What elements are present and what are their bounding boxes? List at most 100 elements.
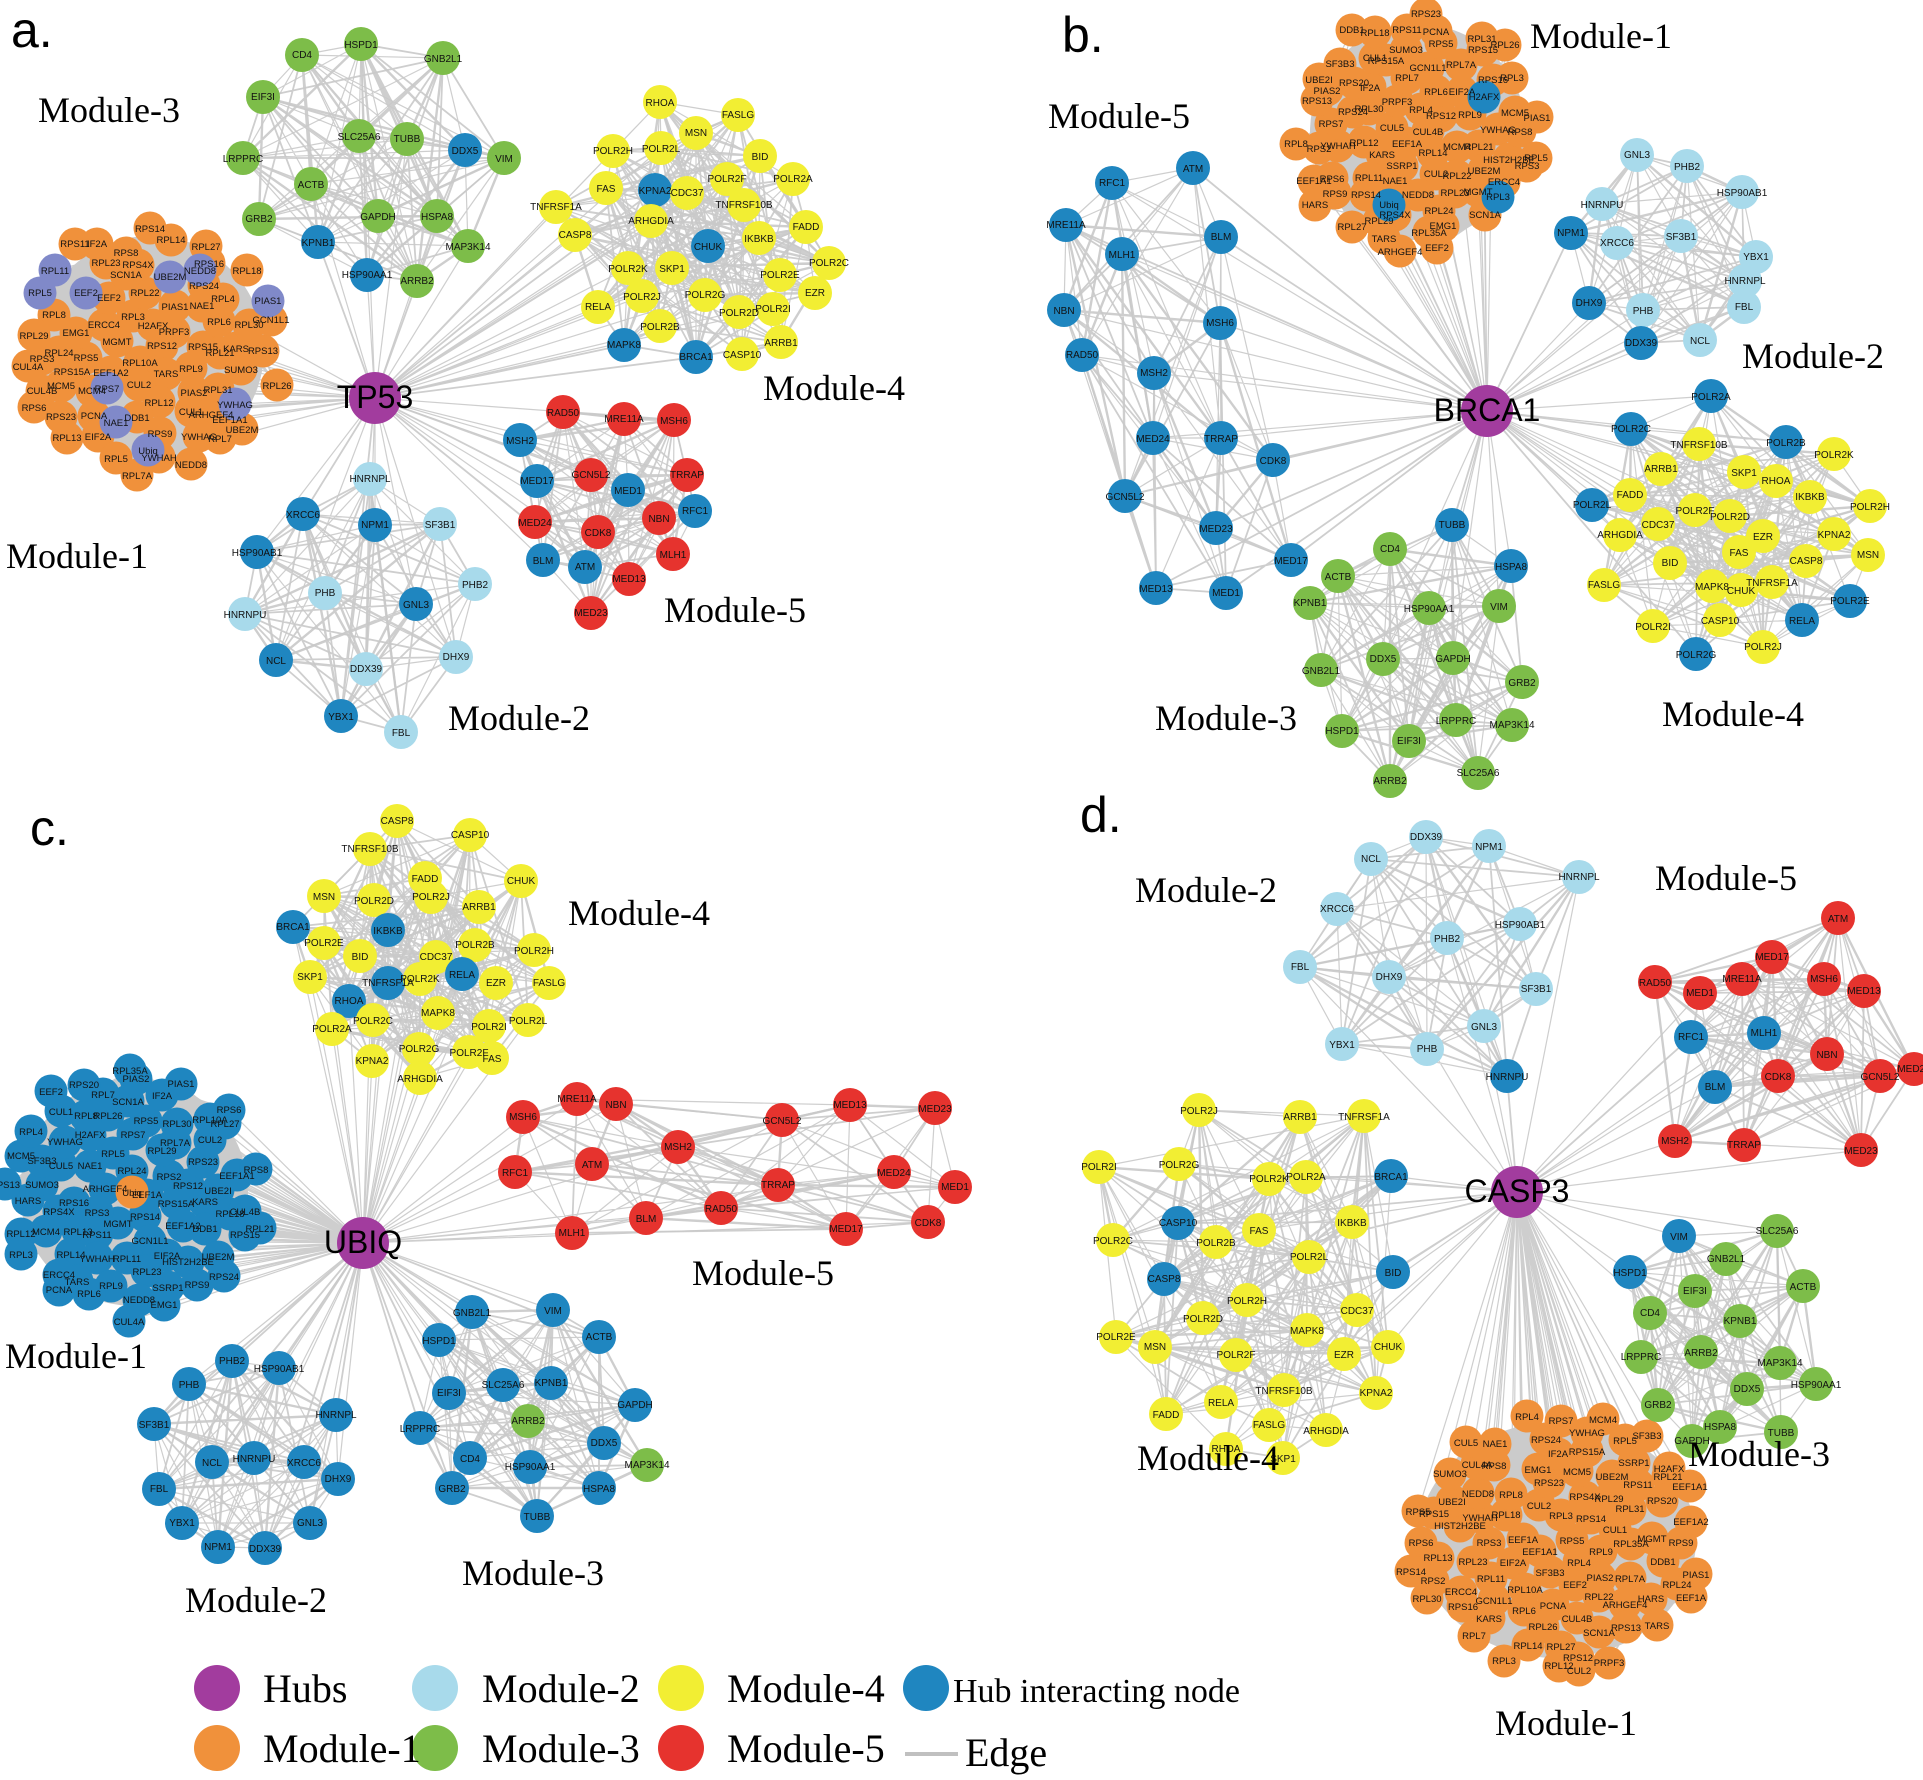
svg-text:YWHAH: YWHAH [141,453,177,464]
svg-text:KPNB1: KPNB1 [1294,598,1327,609]
svg-text:TARS: TARS [1645,1621,1670,1632]
svg-text:HSPA8: HSPA8 [421,212,453,223]
svg-text:SKP1: SKP1 [1270,1454,1296,1465]
svg-text:YWHAG: YWHAG [47,1137,83,1148]
svg-text:GNL3: GNL3 [297,1518,324,1529]
svg-text:YWHAG: YWHAG [181,432,217,443]
svg-text:RPS23: RPS23 [188,1157,218,1168]
svg-text:HARS: HARS [15,1196,41,1207]
svg-text:ARHGDIA: ARHGDIA [1597,530,1643,541]
svg-text:ARHGEF4: ARHGEF4 [1603,1600,1648,1611]
svg-text:RPL29: RPL29 [1364,216,1393,227]
svg-text:RPL23: RPL23 [91,258,120,269]
svg-text:NAE1: NAE1 [1483,1439,1508,1450]
svg-text:NEDD8: NEDD8 [123,1295,155,1306]
svg-text:Module-1: Module-1 [6,536,148,576]
svg-text:RPL11: RPL11 [41,266,69,277]
svg-text:RPL13: RPL13 [1423,1553,1452,1564]
svg-text:ATM: ATM [1828,914,1848,925]
svg-text:RHOA: RHOA [335,996,364,1007]
svg-text:UBE2I: UBE2I [204,1186,231,1197]
svg-text:CASP10: CASP10 [1159,1218,1198,1229]
svg-text:RPL35A: RPL35A [1613,1539,1649,1550]
svg-text:PHB2: PHB2 [1434,934,1461,945]
svg-text:CUL4B: CUL4B [27,386,58,397]
svg-text:RPL5: RPL5 [1613,1436,1637,1447]
svg-text:BID: BID [1662,558,1679,569]
svg-text:MCM5: MCM5 [47,381,75,392]
svg-text:POLR2A: POLR2A [773,174,813,185]
svg-text:RPS14: RPS14 [130,1212,160,1223]
svg-text:ARRB1: ARRB1 [1283,1112,1317,1123]
svg-text:b.: b. [1062,7,1104,63]
svg-text:SSRP1: SSRP1 [152,1283,183,1294]
svg-text:RPL3: RPL3 [1486,192,1510,203]
svg-text:CHUK: CHUK [694,242,723,253]
svg-text:RPS15: RPS15 [1419,1509,1449,1520]
svg-text:RPL11: RPL11 [1477,1574,1505,1585]
svg-text:SF3B3: SF3B3 [1535,1568,1564,1579]
svg-text:CUL1: CUL1 [179,407,203,418]
svg-text:Hub interacting node: Hub interacting node [953,1673,1240,1710]
svg-text:RPS24: RPS24 [209,1272,239,1283]
svg-text:NCL: NCL [202,1458,222,1469]
svg-text:EEF1A1: EEF1A1 [212,415,247,426]
svg-text:SKP1: SKP1 [1731,468,1757,479]
svg-text:CASP10: CASP10 [451,830,490,841]
svg-text:RPS20: RPS20 [1339,78,1369,89]
svg-text:TARS: TARS [65,1277,90,1288]
svg-text:BLM: BLM [1705,1082,1726,1093]
svg-text:RPS5: RPS5 [1560,1536,1585,1547]
svg-text:POLR2L: POLR2L [1573,500,1612,511]
svg-text:IF2A: IF2A [1360,83,1381,94]
svg-text:POLR2E: POLR2E [760,270,800,281]
svg-text:RAD50: RAD50 [1639,978,1672,989]
svg-text:EMG1: EMG1 [63,328,90,339]
svg-text:a.: a. [11,2,53,58]
svg-text:HSP90AB1: HSP90AB1 [232,548,283,559]
svg-text:NCL: NCL [1690,336,1710,347]
svg-text:EEF1A: EEF1A [1676,1593,1707,1604]
svg-text:EIF3I: EIF3I [251,92,275,103]
svg-text:EMG1: EMG1 [151,1300,178,1311]
svg-text:KARS: KARS [1476,1614,1502,1625]
svg-text:RPS6: RPS6 [217,1105,242,1116]
svg-text:RPL26: RPL26 [1528,1622,1557,1633]
svg-text:RPL14: RPL14 [56,1250,85,1261]
svg-text:HSPD1: HSPD1 [1325,726,1359,737]
svg-text:RPS9: RPS9 [1323,189,1348,200]
svg-text:Module-2: Module-2 [1742,336,1884,376]
svg-text:EEF2: EEF2 [74,288,98,299]
svg-text:HIST2H2BE: HIST2H2BE [1483,155,1535,166]
svg-text:Module-3: Module-3 [1155,698,1297,738]
svg-text:POLR2C: POLR2C [1611,424,1651,435]
svg-text:XRCC6: XRCC6 [287,1458,321,1469]
svg-text:NEDD8: NEDD8 [1462,1489,1494,1500]
svg-text:ARRB2: ARRB2 [1373,776,1407,787]
svg-text:FASLG: FASLG [533,978,565,989]
svg-text:NBN: NBN [1053,306,1074,317]
svg-text:Module-3: Module-3 [462,1553,604,1593]
svg-text:CUL2: CUL2 [198,1135,222,1146]
svg-text:POLR2J: POLR2J [1180,1106,1218,1117]
svg-text:TRRAP: TRRAP [1204,434,1238,445]
svg-text:POLR2H: POLR2H [514,946,554,957]
svg-text:ARRB1: ARRB1 [462,902,496,913]
svg-text:HNRNPL: HNRNPL [1724,276,1766,287]
svg-text:PHB: PHB [1417,1044,1438,1055]
svg-text:EIF2A: EIF2A [85,432,112,443]
svg-text:CHUK: CHUK [507,876,536,887]
svg-text:PIAS1: PIAS1 [1683,1570,1710,1581]
svg-text:CUL5: CUL5 [1454,1438,1478,1449]
svg-text:RPL10A: RPL10A [1507,1585,1543,1596]
svg-text:RPS8: RPS8 [114,248,139,259]
svg-text:MSN: MSN [313,892,335,903]
svg-text:PRPF3: PRPF3 [1382,97,1413,108]
svg-text:MAP3K14: MAP3K14 [1489,720,1534,731]
svg-text:RPS15A: RPS15A [158,1199,195,1210]
svg-text:POLR2D: POLR2D [719,308,759,319]
svg-text:DHX9: DHX9 [325,1474,352,1485]
svg-text:RPS16: RPS16 [1478,75,1508,86]
svg-text:HSP90AA1: HSP90AA1 [1404,604,1455,615]
svg-text:HNRNPL: HNRNPL [1558,872,1600,883]
